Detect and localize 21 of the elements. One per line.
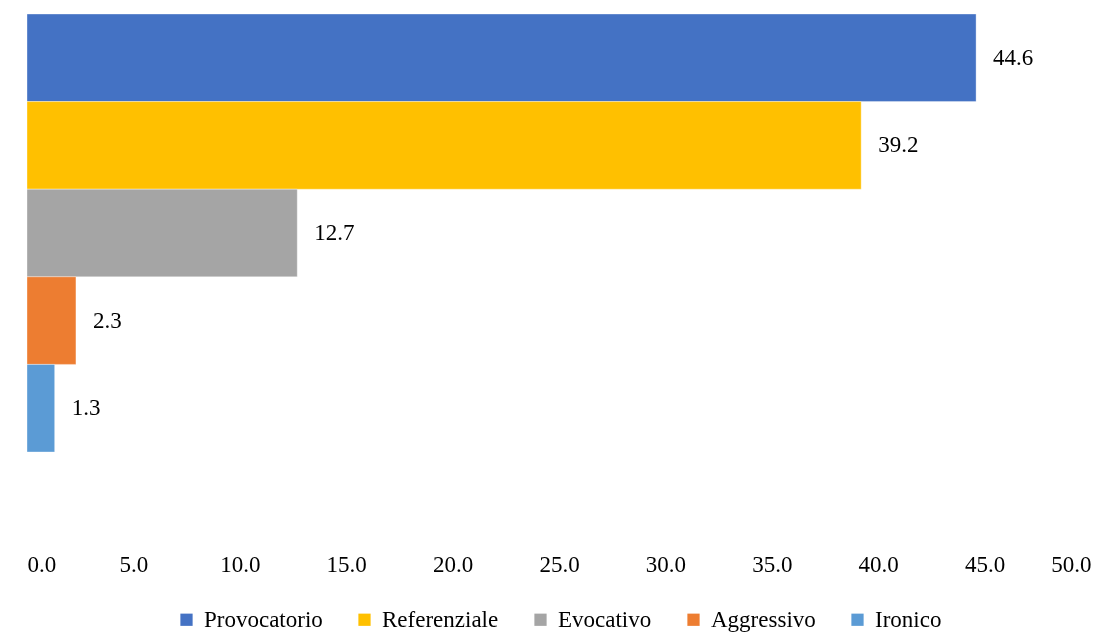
x-tick-label: 20.0 [432,551,474,577]
legend-label: Ironico [875,606,942,632]
legend-label: Referenziale [382,606,499,632]
data-label: 39.2 [878,132,919,158]
x-tick-label: 15.0 [326,551,367,577]
x-tick-label: 5.0 [119,551,149,577]
legend-label: Provocatorio [204,606,323,632]
x-tick-label: 40.0 [858,551,899,577]
data-label: 12.7 [314,220,355,245]
x-tick-label: 35.0 [752,551,793,577]
legend-label: Evocativo [558,606,652,632]
legend-label: Aggressivo [711,606,816,632]
data-label: 2.3 [92,307,122,333]
x-tick-label: 50.0 [1051,551,1092,577]
x-tick-label: 10.0 [220,551,261,577]
x-tick-label: 0.0 [27,551,57,577]
x-tick-label: 30.0 [645,551,687,577]
x-tick-label: 45.0 [964,551,1006,577]
x-tick-label: 25.0 [539,551,580,577]
data-label: 44.6 [993,44,1034,70]
data-label: 1.3 [71,395,101,421]
